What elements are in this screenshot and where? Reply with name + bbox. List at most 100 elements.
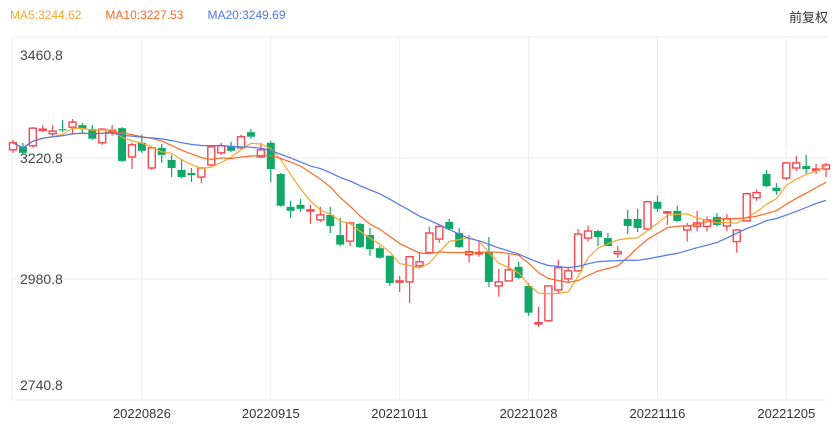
candle-body <box>504 269 513 282</box>
candle-down <box>78 123 87 133</box>
candle-body <box>187 173 196 176</box>
candle-body <box>792 162 801 169</box>
x-tick-label: 20221116 <box>629 406 685 421</box>
candle-body <box>197 167 206 178</box>
candle-down <box>356 222 365 249</box>
candle-up <box>534 306 543 327</box>
candle-up <box>732 228 741 253</box>
y-tick-label: 2740.8 <box>20 377 63 393</box>
candle-body <box>613 250 622 255</box>
candle-body <box>682 225 692 231</box>
candle-body <box>385 255 394 283</box>
candle-body <box>425 232 434 254</box>
candle-body <box>712 216 721 225</box>
candle-body <box>564 270 573 280</box>
ma20-line <box>12 132 827 269</box>
grid <box>11 36 828 401</box>
candle-body <box>524 285 533 313</box>
candle-up <box>98 128 107 145</box>
candle-body <box>167 159 176 168</box>
candle-body <box>405 256 414 283</box>
candle-down <box>365 227 374 256</box>
candle-up <box>28 127 38 148</box>
candle-down <box>246 129 255 139</box>
ma5-legend: MA5:3244.62 <box>10 8 82 22</box>
y-tick-label: 2980.8 <box>20 271 63 287</box>
candle-body <box>48 130 57 135</box>
candle-down <box>227 141 236 152</box>
candle-up <box>127 142 137 169</box>
candle-body <box>395 280 404 283</box>
candle-down <box>762 169 771 188</box>
candle-up <box>38 125 47 133</box>
candle-up <box>702 216 712 232</box>
candle-up <box>742 192 751 222</box>
candle-down <box>633 208 642 233</box>
candle-up <box>554 259 563 294</box>
candle-down <box>88 125 97 140</box>
candle-up <box>425 226 434 254</box>
candle-body <box>336 235 345 245</box>
candle-up <box>415 251 424 268</box>
candle-body <box>8 142 18 151</box>
candle-up <box>405 255 414 304</box>
price-adjust-toggle[interactable]: 前复权 <box>788 11 828 26</box>
candle-up <box>792 155 801 172</box>
candle-body <box>643 201 652 230</box>
candle-body <box>802 165 811 169</box>
candle-body <box>633 218 642 228</box>
candle-up <box>8 139 18 153</box>
candle-up <box>217 142 226 155</box>
candle-up <box>197 167 206 184</box>
x-tick-label: 20221205 <box>757 406 815 421</box>
candle-down <box>157 143 166 163</box>
candle-body <box>68 121 77 128</box>
candle-down <box>167 154 176 178</box>
candle-down <box>137 134 146 153</box>
candle-body <box>445 221 454 229</box>
x-tick-label: 20220826 <box>113 406 171 421</box>
candle-up <box>345 221 355 247</box>
candle-body <box>554 267 563 291</box>
y-tick-label: 3220.8 <box>20 150 63 166</box>
candle-body <box>583 230 593 239</box>
candle-up <box>435 225 444 243</box>
candle-body <box>494 281 504 287</box>
candle-up <box>306 204 315 224</box>
candle-down <box>177 159 186 179</box>
candle-body <box>296 204 305 209</box>
candle-body <box>326 214 335 226</box>
candle-body <box>415 261 424 267</box>
candle-down <box>385 255 394 286</box>
candle-body <box>127 144 137 158</box>
candle-down <box>673 205 682 222</box>
candle-down <box>712 212 721 227</box>
candle-body <box>276 174 285 206</box>
ma-lines <box>12 127 827 295</box>
candle-down <box>802 154 811 175</box>
candle-up <box>48 125 57 137</box>
candle-up <box>613 246 622 258</box>
candle-body <box>593 231 602 238</box>
candle-down <box>286 200 295 218</box>
candle-body <box>782 162 791 179</box>
candle-body <box>58 129 67 131</box>
candle-up <box>573 228 583 272</box>
ma5-line <box>12 127 827 295</box>
x-tick-label: 20221028 <box>500 406 558 421</box>
candle-body <box>236 136 246 149</box>
candle-up <box>494 268 504 297</box>
candle-body <box>217 145 226 154</box>
x-tick-label: 20220915 <box>242 406 300 421</box>
candle-down <box>326 206 335 234</box>
candle-body <box>256 149 266 158</box>
candle-down <box>296 198 305 212</box>
candle-up <box>395 275 404 293</box>
candle-up <box>692 210 702 232</box>
candle-body <box>306 209 315 212</box>
candle-body <box>742 192 751 222</box>
candle-body <box>732 229 741 243</box>
x-tick-label: 20221011 <box>371 406 428 421</box>
candle-down <box>18 142 27 155</box>
